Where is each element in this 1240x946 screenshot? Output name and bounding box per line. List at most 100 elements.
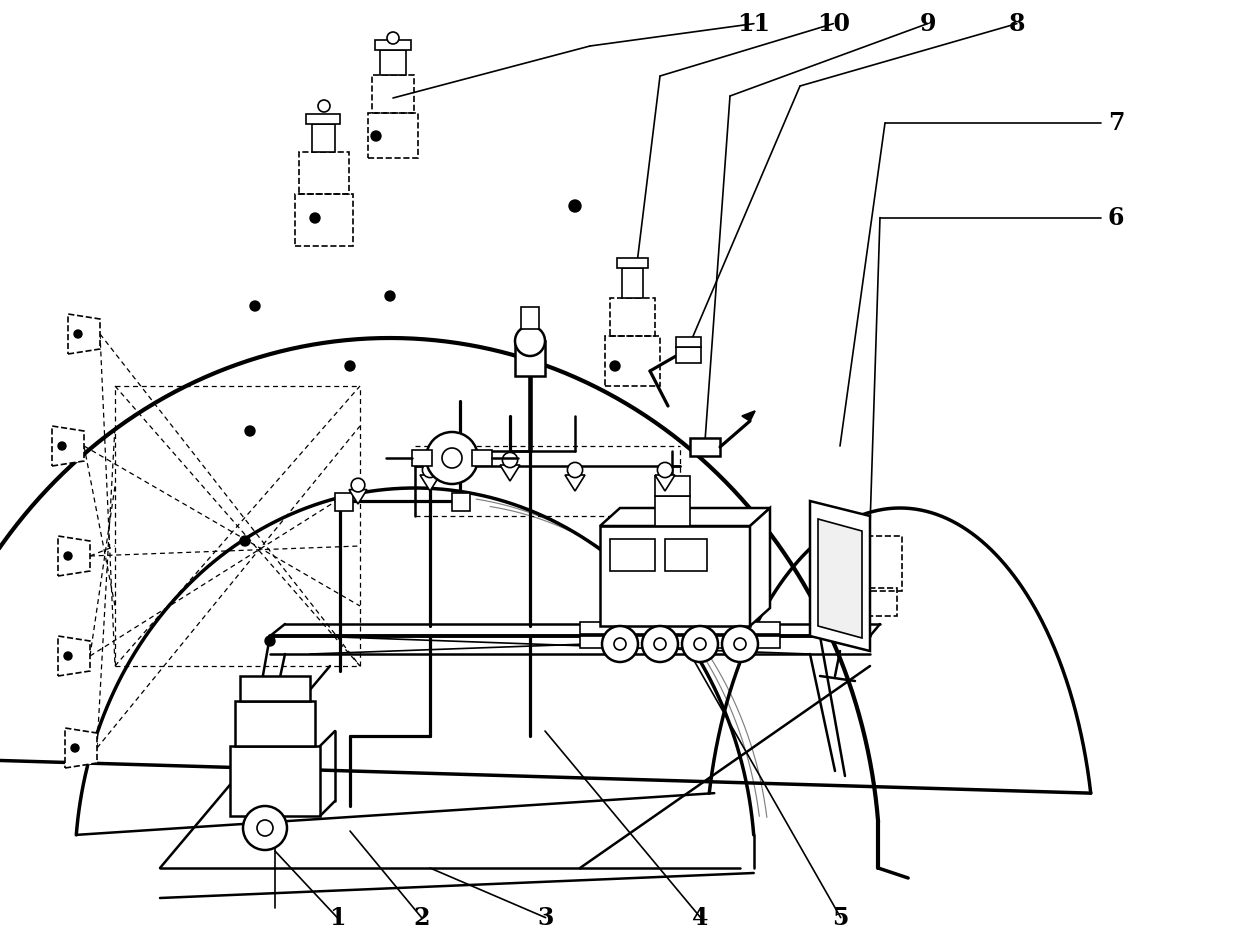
Circle shape (635, 586, 641, 592)
Bar (372, 75, 414, 113)
Bar (622, 268, 644, 298)
Polygon shape (58, 536, 91, 576)
Circle shape (615, 572, 621, 578)
Bar (521, 307, 539, 329)
Circle shape (310, 213, 320, 223)
Circle shape (569, 200, 582, 212)
Circle shape (317, 100, 330, 112)
Circle shape (265, 636, 275, 646)
Bar (379, 50, 405, 75)
Circle shape (635, 593, 641, 599)
Circle shape (675, 572, 681, 578)
Bar (515, 341, 546, 376)
Polygon shape (818, 519, 862, 638)
Polygon shape (77, 488, 754, 868)
Bar (312, 124, 335, 152)
Bar (295, 194, 353, 246)
Bar (335, 493, 353, 511)
Circle shape (387, 32, 399, 44)
Bar (610, 298, 655, 336)
Circle shape (71, 744, 79, 752)
Bar (605, 336, 660, 386)
Polygon shape (0, 338, 878, 868)
Circle shape (423, 463, 438, 478)
Circle shape (655, 572, 661, 578)
Circle shape (64, 652, 72, 660)
Bar (862, 536, 901, 591)
Circle shape (615, 586, 621, 592)
Circle shape (655, 593, 661, 599)
Bar (655, 476, 689, 496)
Circle shape (371, 131, 381, 141)
Circle shape (694, 572, 701, 578)
Circle shape (441, 448, 463, 468)
Text: 2: 2 (413, 905, 430, 930)
Bar (299, 152, 348, 194)
Polygon shape (565, 475, 585, 491)
Bar (689, 438, 720, 456)
Circle shape (734, 638, 746, 650)
Text: 7: 7 (1107, 111, 1125, 135)
Bar (368, 113, 418, 158)
Bar (580, 636, 780, 648)
Circle shape (241, 536, 250, 546)
Polygon shape (68, 314, 100, 354)
Circle shape (614, 638, 626, 650)
Bar (655, 496, 689, 526)
Circle shape (615, 593, 621, 599)
Circle shape (635, 572, 641, 578)
Polygon shape (58, 636, 91, 676)
Circle shape (675, 586, 681, 592)
Circle shape (58, 442, 66, 450)
Bar (600, 526, 750, 626)
Polygon shape (810, 501, 870, 651)
Circle shape (384, 291, 396, 301)
Bar (472, 450, 492, 466)
Circle shape (502, 452, 517, 467)
Circle shape (351, 479, 365, 492)
Circle shape (64, 552, 72, 560)
Bar (610, 539, 655, 571)
Circle shape (568, 463, 583, 478)
Circle shape (694, 593, 701, 599)
Circle shape (257, 820, 273, 836)
Circle shape (694, 638, 706, 650)
Bar (374, 40, 410, 50)
Text: 9: 9 (919, 11, 936, 36)
Circle shape (74, 330, 82, 338)
Text: 10: 10 (817, 11, 849, 36)
Bar (306, 114, 340, 124)
Polygon shape (750, 508, 770, 626)
Bar (618, 258, 649, 268)
Circle shape (675, 593, 681, 599)
Polygon shape (500, 465, 520, 481)
Bar (236, 701, 315, 746)
Text: 6: 6 (1107, 205, 1125, 230)
Circle shape (270, 781, 280, 791)
Circle shape (246, 426, 255, 436)
Circle shape (515, 326, 546, 356)
Bar (229, 746, 320, 816)
Polygon shape (348, 490, 367, 504)
Bar (241, 676, 310, 701)
Polygon shape (420, 475, 440, 491)
Circle shape (657, 463, 672, 478)
Circle shape (655, 586, 661, 592)
Polygon shape (600, 508, 770, 526)
Bar (580, 622, 780, 634)
Circle shape (722, 626, 758, 662)
Circle shape (653, 638, 666, 650)
Circle shape (615, 579, 621, 585)
Text: 5: 5 (832, 905, 849, 930)
Text: 3: 3 (537, 905, 554, 930)
Circle shape (243, 806, 286, 850)
Circle shape (610, 361, 620, 371)
Bar (676, 347, 701, 363)
Bar (867, 588, 897, 616)
Circle shape (601, 626, 639, 662)
Circle shape (675, 579, 681, 585)
Circle shape (694, 586, 701, 592)
Text: 8: 8 (1008, 11, 1025, 36)
Bar (676, 337, 701, 347)
Polygon shape (742, 411, 755, 421)
